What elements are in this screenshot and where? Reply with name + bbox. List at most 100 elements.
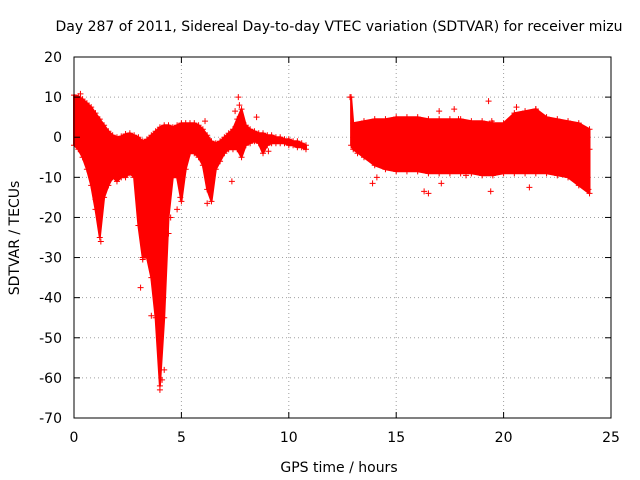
outlier-point bbox=[421, 188, 428, 195]
outlier-point bbox=[253, 114, 260, 121]
data-point bbox=[457, 170, 464, 177]
outlier-point bbox=[228, 178, 235, 185]
x-tick-label: 10 bbox=[280, 430, 298, 446]
data-point bbox=[371, 162, 378, 169]
data-point bbox=[217, 158, 224, 165]
data-point bbox=[182, 166, 189, 173]
data-point bbox=[586, 126, 593, 133]
outlier-point bbox=[159, 376, 166, 383]
y-tick-label: 0 bbox=[53, 130, 62, 146]
y-tick-label: -70 bbox=[39, 411, 62, 427]
data-point bbox=[152, 128, 159, 135]
data-point bbox=[260, 130, 267, 137]
data-point bbox=[204, 132, 211, 139]
data-point bbox=[393, 114, 400, 121]
data-point bbox=[122, 131, 129, 138]
data-point bbox=[126, 130, 133, 137]
data-point bbox=[522, 108, 529, 115]
data-point bbox=[208, 138, 215, 145]
data-point bbox=[79, 96, 86, 103]
data-point bbox=[565, 118, 572, 125]
outlier-point bbox=[204, 200, 211, 207]
data-point bbox=[178, 198, 185, 205]
data-point bbox=[174, 174, 181, 181]
outlier-point bbox=[167, 214, 174, 221]
data-point bbox=[268, 132, 275, 139]
outlier-point bbox=[487, 188, 494, 195]
data-point bbox=[208, 198, 215, 205]
data-point bbox=[251, 138, 258, 145]
outlier-point bbox=[373, 174, 380, 181]
data-point bbox=[294, 138, 301, 145]
data-point bbox=[139, 138, 146, 145]
data-point bbox=[264, 142, 271, 149]
data-point bbox=[79, 154, 86, 161]
data-point bbox=[221, 150, 228, 157]
data-point bbox=[393, 168, 400, 175]
data-point bbox=[414, 114, 421, 121]
data-point bbox=[247, 126, 254, 133]
outlier-point bbox=[265, 148, 272, 155]
outlier-point bbox=[300, 144, 307, 151]
y-tick-label: -20 bbox=[39, 210, 62, 226]
data-point bbox=[247, 140, 254, 147]
data-point bbox=[101, 122, 108, 129]
data-point bbox=[532, 170, 539, 177]
data-point bbox=[204, 186, 211, 193]
outlier-point bbox=[436, 108, 443, 115]
data-point bbox=[131, 174, 138, 181]
data-point bbox=[148, 132, 155, 139]
data-point bbox=[83, 166, 90, 173]
x-tick-label: 0 bbox=[70, 430, 79, 446]
data-point bbox=[217, 138, 224, 145]
data-point bbox=[255, 140, 262, 147]
data-point bbox=[565, 174, 572, 181]
y-tick-label: -60 bbox=[39, 371, 62, 387]
outlier-point bbox=[148, 312, 155, 319]
outlier-point bbox=[585, 186, 592, 193]
y-tick-label: -30 bbox=[39, 251, 62, 267]
data-point bbox=[195, 122, 202, 129]
outlier-point bbox=[139, 256, 146, 263]
data-point bbox=[575, 182, 582, 189]
data-point bbox=[234, 116, 241, 123]
outlier-point bbox=[177, 194, 184, 201]
outlier-point bbox=[451, 106, 458, 113]
outlier-point bbox=[463, 172, 470, 179]
data-point bbox=[105, 182, 112, 189]
x-tick-label: 15 bbox=[387, 430, 405, 446]
data-point bbox=[225, 130, 232, 137]
outlier-point bbox=[438, 180, 445, 187]
data-point bbox=[109, 174, 116, 181]
data-point bbox=[382, 166, 389, 173]
x-tick-label: 5 bbox=[177, 430, 186, 446]
outlier-point bbox=[232, 108, 239, 115]
data-point bbox=[199, 162, 206, 169]
outlier-point bbox=[152, 286, 159, 293]
data-point bbox=[191, 120, 198, 127]
data-point bbox=[109, 132, 116, 139]
data-point bbox=[290, 142, 297, 149]
data-point bbox=[348, 142, 355, 149]
data-point bbox=[83, 100, 90, 107]
outlier-point bbox=[77, 90, 84, 97]
outlier-point bbox=[369, 180, 376, 187]
data-point bbox=[543, 170, 550, 177]
data-point bbox=[92, 110, 99, 117]
data-point bbox=[161, 314, 168, 321]
data-point bbox=[403, 114, 410, 121]
data-point bbox=[511, 170, 518, 177]
data-point bbox=[152, 314, 159, 321]
data-point bbox=[511, 110, 518, 117]
data-point bbox=[96, 234, 103, 241]
data-point bbox=[105, 128, 112, 135]
outlier-point bbox=[532, 106, 539, 113]
data-point bbox=[238, 106, 245, 113]
axis-ticks: 0 5 10 15 20 25 20 10 0 -10 -20 -30 -40 -50 -60 -70 bbox=[39, 50, 620, 446]
data-point bbox=[489, 172, 496, 179]
data-point bbox=[92, 206, 99, 213]
plot-frame bbox=[73, 56, 612, 419]
data-point bbox=[242, 122, 249, 129]
